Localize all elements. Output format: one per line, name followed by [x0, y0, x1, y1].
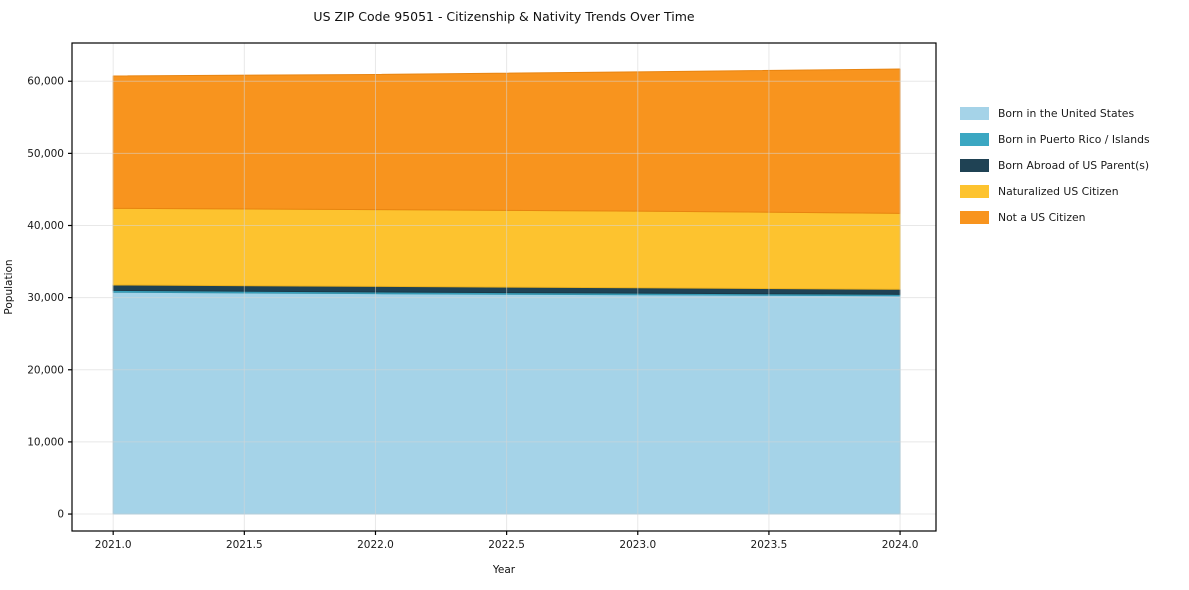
- legend-item: Naturalized US Citizen: [960, 178, 1150, 204]
- legend-swatch: [960, 132, 989, 146]
- legend-swatch: [960, 106, 989, 120]
- x-tick-label: 2023.5: [751, 539, 788, 551]
- x-tick-label: 2022.0: [357, 539, 394, 551]
- legend-label: Born in Puerto Rico / Islands: [998, 132, 1150, 146]
- y-tick-label: 60,000: [27, 76, 64, 88]
- y-tick-label: 40,000: [27, 220, 64, 232]
- y-tick-label: 50,000: [27, 148, 64, 160]
- legend-label: Born in the United States: [998, 106, 1135, 120]
- legend-item: Born in Puerto Rico / Islands: [960, 126, 1150, 152]
- y-tick-label: 0: [57, 509, 64, 521]
- legend-item: Not a US Citizen: [960, 204, 1150, 230]
- axes-spines: [71, 42, 937, 532]
- y-tick-label: 20,000: [27, 364, 64, 376]
- legend-item: Born in the United States: [960, 100, 1150, 126]
- x-tick-label: 2023.0: [619, 539, 656, 551]
- chart-title: US ZIP Code 95051 - Citizenship & Nativi…: [313, 9, 695, 24]
- legend: Born in the United States Born in Puerto…: [960, 100, 1150, 230]
- x-tick-label: 2021.5: [226, 539, 263, 551]
- legend-swatch: [960, 210, 989, 224]
- x-tick-label: 2021.0: [95, 539, 132, 551]
- legend-item: Born Abroad of US Parent(s): [960, 152, 1150, 178]
- legend-label: Not a US Citizen: [998, 210, 1086, 224]
- y-tick-label: 30,000: [27, 292, 64, 304]
- legend-label: Naturalized US Citizen: [998, 184, 1119, 198]
- legend-label: Born Abroad of US Parent(s): [998, 158, 1150, 172]
- legend-swatch: [960, 184, 989, 198]
- y-tick-label: 10,000: [27, 436, 64, 448]
- legend-swatch: [960, 158, 989, 172]
- x-axis-label: Year: [492, 564, 516, 576]
- x-tick-label: 2024.0: [882, 539, 919, 551]
- x-tick-label: 2022.5: [488, 539, 525, 551]
